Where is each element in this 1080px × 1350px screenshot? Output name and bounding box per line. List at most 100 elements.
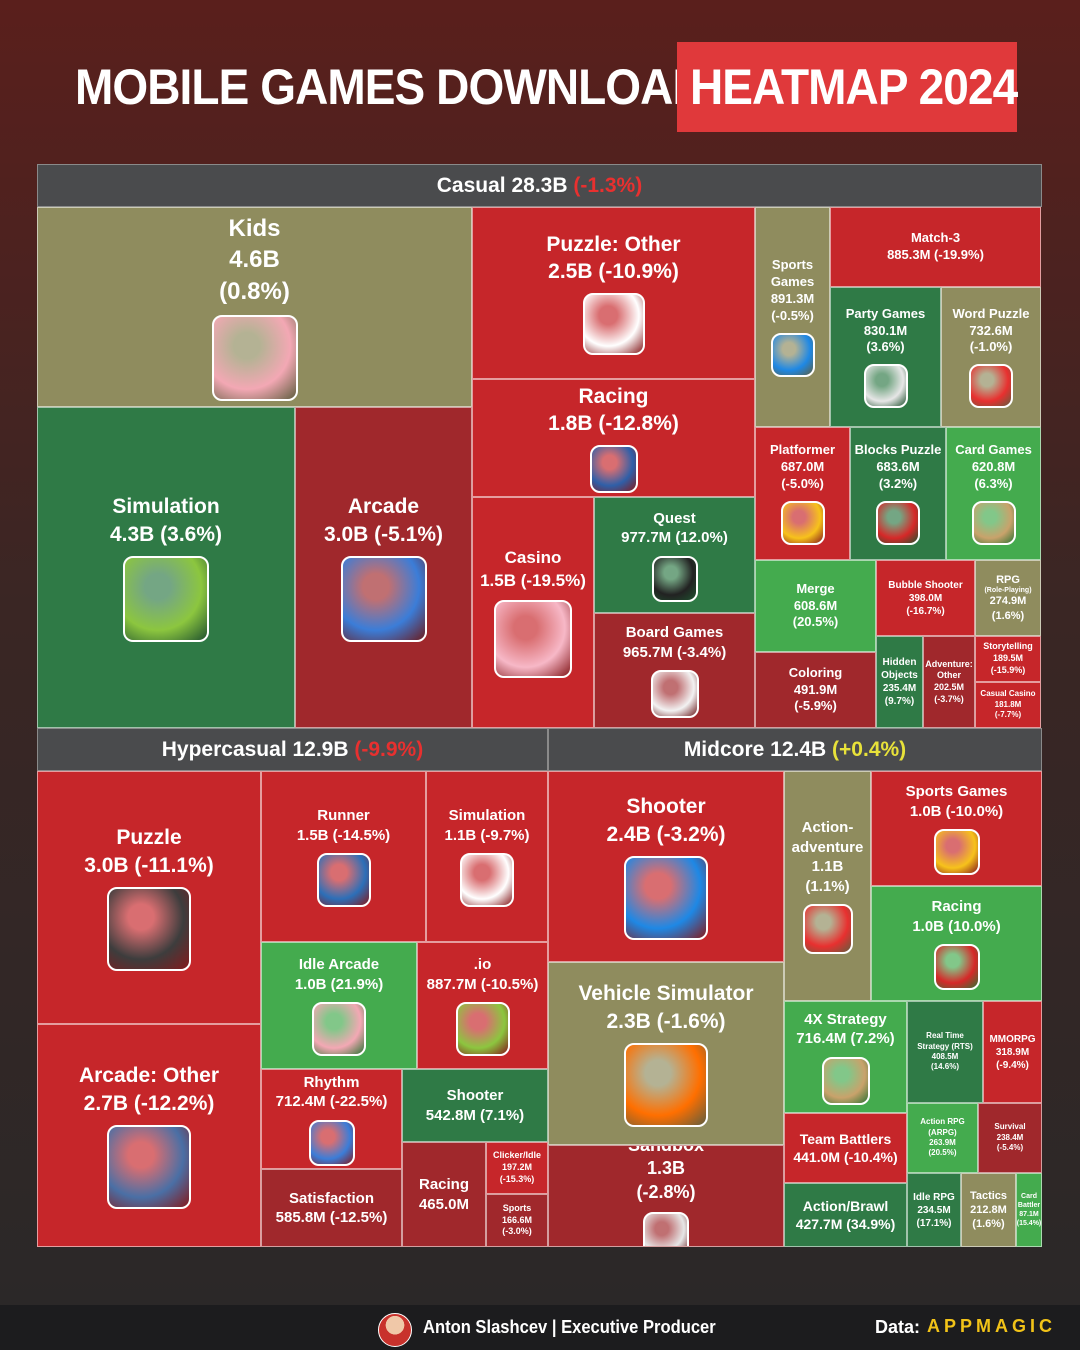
tile-value: 166.6M (-3.0%) bbox=[501, 1214, 533, 1237]
motorbike-icon bbox=[589, 445, 638, 494]
tile-label: Arcade bbox=[347, 495, 420, 519]
section-hypercasual-name: Hypercasual 12.9B bbox=[161, 737, 349, 761]
tile-value: 3.0B (-5.1%) bbox=[323, 522, 444, 546]
tile-change: (6.3%) bbox=[974, 475, 1013, 491]
tile-casual-match-3: Match-3 885.3M (-19.9%) bbox=[830, 207, 1041, 287]
tile-sublabel: (Role-Playing) bbox=[984, 587, 1032, 595]
tile-label: Adventure: Other bbox=[925, 658, 973, 681]
tile-label: Arcade: Other bbox=[78, 1064, 220, 1088]
tile-value: 585.8M (-12.5%) bbox=[275, 1209, 388, 1226]
tile-value: 830.1M bbox=[863, 322, 908, 338]
tile-value: 398.0M bbox=[908, 592, 943, 604]
tile-value: 542.8M (7.1%) bbox=[425, 1106, 525, 1124]
tile-midcore-4x-strategy: 4X Strategy 716.4M (7.2%) bbox=[784, 1001, 907, 1113]
tile-label: Bubble Shooter bbox=[888, 579, 963, 591]
tile-change: (-0.5%) bbox=[771, 307, 814, 323]
tile-change: (3.6%) bbox=[866, 339, 905, 355]
tile-casual-blocks-puzzle: Blocks Puzzle 683.6M (3.2%) bbox=[850, 427, 946, 560]
tile-midcore-action-adventure: Action-adventure 1.1B (1.1%) bbox=[784, 771, 871, 1001]
tile-hypercasual-satisfaction: Satisfaction 585.8M (-12.5%) bbox=[261, 1169, 402, 1247]
sports-car-icon bbox=[624, 1042, 708, 1127]
tile-change: (20.5%) bbox=[792, 614, 839, 630]
tile-value: 1.1B bbox=[811, 858, 844, 875]
tile-label: Sports Games bbox=[770, 257, 815, 290]
tile-value: 4.3B (3.6%) bbox=[109, 522, 223, 546]
tile-value: 238.4M bbox=[996, 1132, 1024, 1142]
tile-value: 202.5M bbox=[933, 682, 965, 692]
tile-label: Racing bbox=[931, 898, 982, 915]
tile-label: Casual Casino bbox=[980, 689, 1036, 699]
tile-casual-bubble-shooter: Bubble Shooter 398.0M (-16.7%) bbox=[876, 560, 975, 636]
tile-change: (-16.7%) bbox=[906, 605, 945, 617]
tile-label: Blocks Puzzle bbox=[854, 442, 942, 458]
runner-game-icon bbox=[340, 555, 427, 642]
tile-casual-adventure-other: Adventure: Other 202.5M (-3.7%) bbox=[923, 636, 975, 728]
page-title: MOBILE GAMES DOWNLOADS bbox=[75, 59, 735, 115]
tile-label: Sports Games bbox=[905, 783, 1008, 800]
tile-value: 2.7B (-12.2%) bbox=[83, 1091, 215, 1115]
tile-casual-merge: Merge 608.6M (20.5%) bbox=[755, 560, 876, 652]
tile-midcore-vehicle-simulator: Vehicle Simulator 2.3B (-1.6%) bbox=[548, 962, 784, 1145]
tile-value: 4.6B bbox=[229, 246, 280, 274]
horror-face-icon bbox=[651, 555, 698, 602]
tile-value: 885.3M (-19.9%) bbox=[887, 247, 984, 262]
tile-value: 1.5B (-19.5%) bbox=[480, 570, 586, 590]
tile-value: 1.0B (10.0%) bbox=[912, 917, 1001, 935]
section-header-casual: Casual 28.3B (-1.3%) bbox=[37, 164, 1042, 207]
wood-screw-icon bbox=[107, 886, 191, 971]
pizza-icon bbox=[312, 1002, 366, 1056]
tile-change: (-5.9%) bbox=[794, 698, 837, 714]
tile-value: 977.7M (12.0%) bbox=[621, 529, 728, 546]
tile-label: Quest bbox=[653, 509, 696, 527]
tile-change: (-1.0%) bbox=[969, 339, 1013, 355]
tile-value: 274.9M bbox=[989, 595, 1027, 608]
tile-change: (-5.0%) bbox=[781, 475, 824, 491]
section-midcore-name: Midcore 12.4B bbox=[683, 737, 827, 761]
tile-hypercasual-puzzle: Puzzle 3.0B (-11.1%) bbox=[37, 771, 261, 1024]
tile-change: (-7.7%) bbox=[994, 710, 1022, 720]
tile-change: (3.2%) bbox=[878, 475, 918, 491]
tile-label: 4X Strategy bbox=[804, 1010, 887, 1028]
tile-label: Storytelling bbox=[983, 641, 1033, 652]
tile-change: (0.8%) bbox=[219, 277, 290, 305]
tile-label: Word Puzzle bbox=[952, 305, 1030, 321]
tile-casual-hidden-objects: Hidden Objects 235.4M (9.7%) bbox=[876, 636, 923, 728]
section-casual-change: (-1.3%) bbox=[573, 173, 643, 197]
tile-value: 491.9M bbox=[793, 681, 838, 697]
tile-hypercasual-io: .io 887.7M (-10.5%) bbox=[417, 942, 548, 1069]
section-hypercasual-change: (-9.9%) bbox=[354, 737, 424, 761]
tile-value: 683.6M bbox=[876, 459, 920, 475]
tile-value: 318.9M bbox=[995, 1046, 1030, 1058]
tile-value: 87.1M bbox=[1019, 1211, 1039, 1218]
tile-change: (20.5%) bbox=[928, 1148, 957, 1158]
tile-casual-casual-casino: Casual Casino 181.8M (-7.7%) bbox=[975, 682, 1041, 728]
red-ball-icon bbox=[780, 500, 825, 545]
tile-value: 887.7M (-10.5%) bbox=[426, 975, 539, 993]
tile-label: Satisfaction bbox=[288, 1189, 375, 1207]
dragon-shooter-icon bbox=[624, 855, 708, 940]
tile-label: Hidden Objects bbox=[881, 657, 918, 681]
tile-change: (17.1%) bbox=[916, 1217, 952, 1229]
section-header-midcore: Midcore 12.4B (+0.4%) bbox=[548, 728, 1042, 771]
color-blocks-icon bbox=[876, 500, 920, 545]
section-header-hypercasual: Hypercasual 12.9B (-9.9%) bbox=[37, 728, 548, 771]
data-source-brand: APPMAGIC bbox=[927, 1316, 1057, 1336]
tile-label: Simulation bbox=[448, 807, 526, 824]
tile-hypercasual-shooter: Shooter 542.8M (7.1%) bbox=[402, 1069, 548, 1142]
section-midcore-change: (+0.4%) bbox=[832, 737, 907, 761]
footer: Anton Slashcev | Executive Producer Data… bbox=[0, 1305, 1080, 1350]
tile-casual-coloring: Coloring 491.9M (-5.9%) bbox=[755, 652, 876, 728]
tile-change: (9.7%) bbox=[884, 696, 915, 707]
tile-label: Kids bbox=[228, 215, 281, 243]
tile-label: Tactics bbox=[969, 1189, 1008, 1202]
tile-label: Shooter bbox=[446, 1087, 504, 1104]
tile-casual-racing: Racing 1.8B (-12.8%) bbox=[472, 379, 755, 497]
tile-value: 408.5M bbox=[931, 1052, 959, 1061]
tile-change: (-15.9%) bbox=[990, 664, 1026, 675]
tile-value: 1.5B (-14.5%) bbox=[296, 826, 391, 844]
tile-midcore-mmorpg: MMORPG 318.9M (-9.4%) bbox=[983, 1001, 1042, 1103]
tile-value: 687.0M bbox=[780, 459, 825, 475]
tile-label: Board Games bbox=[625, 624, 724, 641]
tile-change: (-3.7%) bbox=[934, 693, 964, 704]
tile-label: Action/Brawl bbox=[802, 1197, 889, 1214]
